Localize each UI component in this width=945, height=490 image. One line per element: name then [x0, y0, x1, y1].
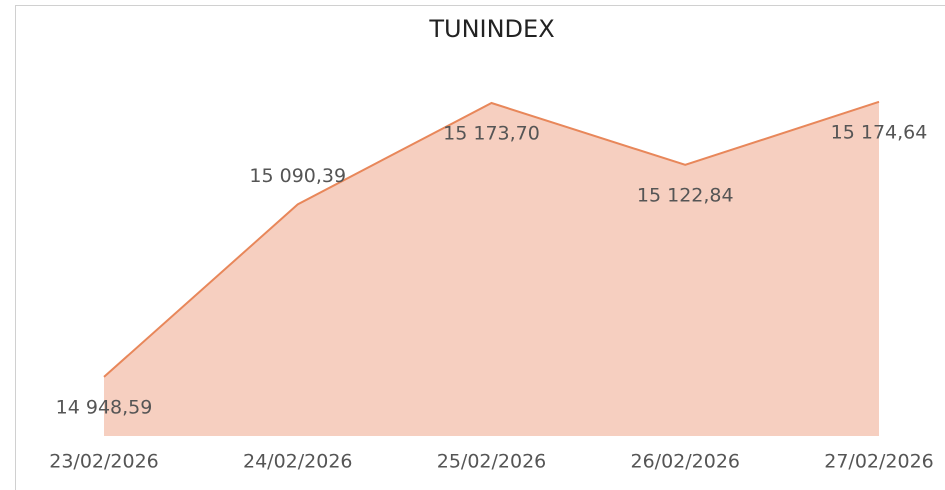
chart-title: TUNINDEX	[428, 15, 554, 43]
data-label: 15 173,70	[443, 122, 540, 144]
data-label: 14 948,59	[56, 396, 153, 418]
area	[104, 101, 879, 436]
chart-frame	[15, 5, 945, 490]
x-tick-label: 24/02/2026	[243, 451, 353, 473]
data-label: 15 122,84	[637, 184, 734, 206]
x-tick-label: 26/02/2026	[630, 451, 740, 473]
data-label: 15 174,64	[831, 121, 928, 143]
data-label: 15 090,39	[249, 165, 346, 187]
x-tick-label: 27/02/2026	[824, 451, 934, 473]
x-tick-label: 23/02/2026	[49, 451, 159, 473]
line	[103, 100, 880, 378]
x-tick-label: 25/02/2026	[437, 451, 547, 473]
